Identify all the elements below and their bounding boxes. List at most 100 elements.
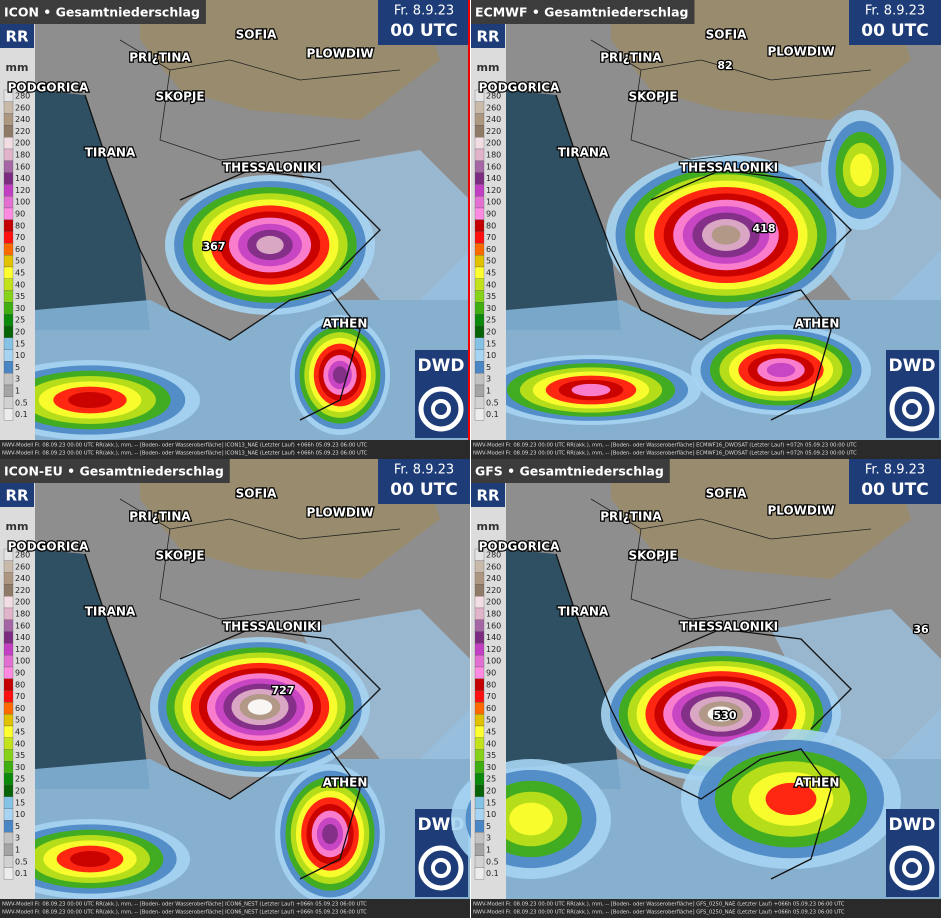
- precip-area: [850, 153, 872, 187]
- legend-label: 30: [15, 304, 25, 313]
- sea-adriatic: [506, 549, 621, 789]
- legend-label: 50: [15, 257, 25, 266]
- legend-swatch: [3, 396, 14, 409]
- legend-swatch: [474, 361, 485, 374]
- legend-swatch: [474, 690, 485, 703]
- highland: [611, 459, 911, 579]
- legend-swatch: [3, 172, 14, 185]
- precip-area: [766, 362, 796, 378]
- date: Fr. 8.9.23: [394, 463, 454, 478]
- legend-label: 25: [15, 316, 25, 325]
- legend-label: 20: [486, 328, 496, 337]
- precip-area: [571, 383, 611, 397]
- city-label: SKOPJE: [628, 549, 677, 563]
- legend-label: 120: [15, 186, 30, 195]
- footer-line: NWV-Modell Fr. 08.09.23 00:00 UTC RR(akk…: [2, 443, 368, 449]
- legend-swatch: [3, 725, 14, 738]
- legend-label: 80: [15, 221, 25, 230]
- city-label: THESSALONIKI: [680, 161, 778, 175]
- legend-swatch: [474, 808, 485, 821]
- legend-label: 200: [15, 598, 30, 607]
- city-label: SKOPJE: [628, 90, 677, 104]
- panel-title: ICON • Gesamtniederschlag: [4, 5, 200, 20]
- precip-area: [247, 699, 273, 715]
- legend-swatch: [474, 843, 485, 856]
- legend-label: 60: [15, 704, 25, 713]
- title-bar: [471, 0, 695, 24]
- legend-label: 30: [486, 763, 496, 772]
- legend-label: 200: [486, 139, 501, 148]
- legend-label: 5: [15, 363, 20, 372]
- legend-swatch: [474, 560, 485, 573]
- legend-label: 80: [486, 221, 496, 230]
- legend-label: 220: [486, 127, 501, 136]
- legend-label: 120: [15, 645, 30, 654]
- city-label: PRI¿TINA: [600, 51, 662, 65]
- legend-label: 160: [486, 162, 501, 171]
- legend-label: 45: [15, 269, 25, 278]
- legend-label: 260: [15, 103, 30, 112]
- legend-label: 240: [15, 574, 30, 583]
- legend-swatch: [3, 255, 14, 268]
- city-label: TIRANA: [85, 605, 136, 619]
- legend-label: 50: [486, 257, 496, 266]
- legend-swatch: [3, 337, 14, 350]
- legend-swatch: [3, 867, 14, 880]
- max-value: 727: [272, 684, 295, 697]
- badge-box: [0, 24, 34, 48]
- legend-label: 180: [486, 151, 501, 160]
- legend-swatch: [474, 867, 485, 880]
- legend-label: 240: [486, 115, 501, 124]
- legend-label: 10: [486, 351, 496, 360]
- precip-area: [707, 706, 735, 722]
- logo-core: [902, 858, 922, 878]
- logo-text: DWD: [418, 356, 465, 376]
- legend-label: 0.1: [486, 410, 499, 419]
- city-label: PRI¿TINA: [129, 51, 191, 65]
- legend-label: 220: [486, 586, 501, 595]
- legend-label: 1: [486, 846, 491, 855]
- legend-label: 0.1: [15, 869, 28, 878]
- sea-aegean: [771, 609, 941, 759]
- panel-title: ICON-EU • Gesamtniederschlag: [4, 464, 224, 479]
- city-label: PLOWDIW: [306, 506, 373, 520]
- legend-swatch: [474, 278, 485, 291]
- legend-swatch: [474, 184, 485, 197]
- legend-swatch: [3, 808, 14, 821]
- legend-swatch: [3, 737, 14, 750]
- legend-swatch: [3, 702, 14, 715]
- title-bar: [471, 459, 670, 483]
- unit: mm: [6, 520, 29, 533]
- badge-box: [471, 24, 505, 48]
- footer-line: NWV-Modell Fr. 08.09.23 00:00 UTC RR(akk…: [473, 451, 857, 457]
- legend-swatch: [3, 784, 14, 797]
- legend-swatch: [474, 725, 485, 738]
- legend-label: 25: [486, 316, 496, 325]
- legend-label: 280: [15, 551, 30, 560]
- legend-swatch: [474, 749, 485, 762]
- max-value: 367: [203, 240, 226, 253]
- legend-label: 140: [15, 633, 30, 642]
- legend-swatch: [3, 643, 14, 656]
- legend-swatch: [3, 596, 14, 609]
- panel-title: GFS • Gesamtniederschlag: [475, 464, 664, 479]
- city-label: SKOPJE: [155, 90, 204, 104]
- legend-swatch: [3, 196, 14, 209]
- legend-label: 70: [15, 233, 25, 242]
- logo-core: [902, 399, 922, 419]
- legend-label: 260: [486, 103, 501, 112]
- legend-label: 15: [15, 798, 25, 807]
- legend-swatch: [474, 314, 485, 327]
- sea-adriatic: [35, 90, 150, 330]
- legend-label: 260: [486, 562, 501, 571]
- legend-swatch: [474, 643, 485, 656]
- model-panel: RRmm280260240220200180160140120100908070…: [0, 459, 470, 918]
- legend-label: 50: [486, 716, 496, 725]
- legend-swatch: [474, 820, 485, 833]
- city-label: SOFIA: [706, 28, 748, 42]
- title-bar: [0, 0, 206, 24]
- legend-label: 30: [15, 763, 25, 772]
- badge-box: [0, 483, 34, 507]
